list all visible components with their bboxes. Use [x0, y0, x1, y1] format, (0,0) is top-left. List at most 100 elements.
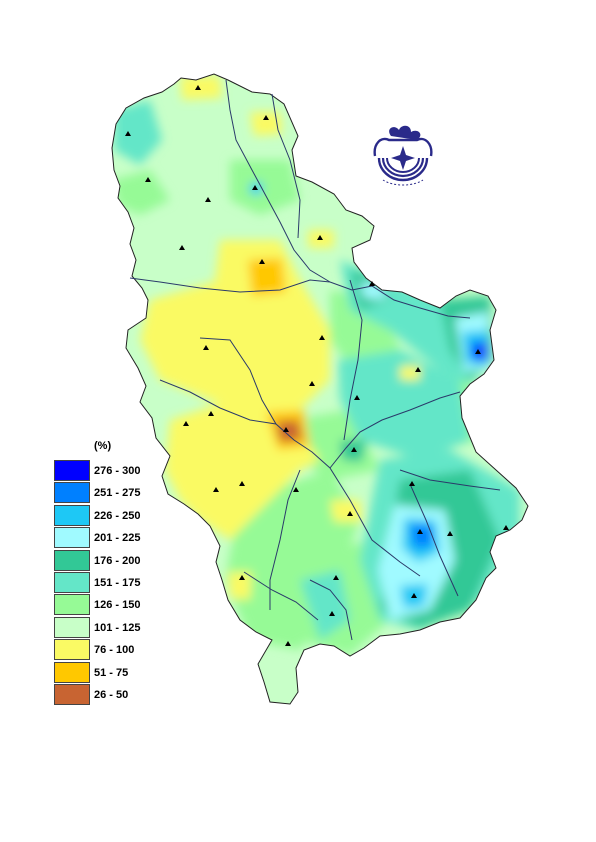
legend-swatch — [54, 684, 90, 705]
legend-label: 201 - 225 — [94, 532, 141, 545]
legend-label: 126 - 150 — [94, 599, 141, 612]
legend-item: 201 - 225 — [54, 527, 174, 549]
zone-76-100 — [400, 366, 420, 380]
legend-swatch — [54, 661, 90, 683]
legend-item: 151 - 175 — [54, 572, 174, 594]
station-marker — [411, 593, 417, 598]
zone-151-175 — [300, 570, 350, 640]
legend-item: 26 - 50 — [54, 684, 174, 706]
zone-251-275 — [410, 524, 432, 548]
station-marker — [417, 529, 423, 534]
station-marker — [203, 345, 209, 350]
station-marker — [205, 197, 211, 202]
legend-item: 226 - 250 — [54, 504, 174, 527]
zone-76-100 — [180, 76, 222, 100]
river — [199, 337, 421, 577]
zone-76-100 — [140, 280, 330, 420]
zone-126-150 — [112, 170, 170, 215]
station-marker — [415, 367, 421, 372]
station-marker — [259, 259, 265, 264]
station-marker — [252, 185, 258, 190]
station-marker — [293, 487, 299, 492]
station-marker — [239, 575, 245, 580]
legend-item: 251 - 275 — [54, 482, 174, 504]
station-marker — [447, 531, 453, 536]
river — [409, 483, 459, 597]
zone-26-50 — [276, 420, 302, 442]
station-marker — [125, 131, 131, 136]
station-marker — [145, 177, 151, 182]
river — [329, 391, 461, 469]
legend-item: 76 - 100 — [54, 639, 174, 661]
river — [225, 79, 331, 283]
institute-logo — [373, 125, 433, 186]
station-marker — [409, 481, 415, 486]
legend-title: (%) — [94, 440, 112, 452]
station-marker — [179, 245, 185, 250]
river — [399, 469, 501, 491]
legend-swatch — [54, 639, 90, 661]
station-marker — [213, 487, 219, 492]
legend-item: 176 - 200 — [54, 549, 174, 572]
legend-label: 26 - 50 — [94, 689, 129, 701]
zone-76-100 — [330, 500, 362, 522]
legend-item: 51 - 75 — [54, 661, 174, 684]
river — [343, 279, 363, 441]
station-marker — [503, 525, 509, 530]
station-marker — [329, 611, 335, 616]
zone-126-150 — [230, 160, 300, 215]
station-marker — [347, 511, 353, 516]
zone-276-300 — [474, 345, 486, 358]
zone-51-75 — [248, 258, 286, 296]
station-marker — [475, 349, 481, 354]
legend-label: 276 - 300 — [94, 465, 141, 477]
legend-item: 276 - 300 — [54, 460, 174, 482]
river — [129, 277, 331, 293]
river — [271, 93, 301, 239]
legend-label: 151 - 175 — [94, 577, 141, 589]
legend-swatch — [54, 527, 90, 549]
station-marker — [354, 395, 360, 400]
station-marker — [263, 115, 269, 120]
station-marker — [333, 575, 339, 580]
stations — [125, 85, 509, 646]
legend-swatch — [54, 460, 90, 481]
station-marker — [369, 281, 375, 286]
river — [243, 571, 319, 621]
legend-label: 101 - 125 — [94, 621, 141, 634]
river — [269, 469, 301, 610]
river — [329, 281, 471, 319]
legend-swatch — [54, 482, 90, 504]
river — [159, 379, 277, 425]
station-marker — [317, 235, 323, 240]
legend-label: 51 - 75 — [94, 666, 129, 679]
legend-swatch — [54, 549, 90, 571]
river — [309, 579, 353, 641]
legend-swatch — [54, 594, 90, 616]
legend-label: 251 - 275 — [94, 487, 141, 500]
station-marker — [208, 411, 214, 416]
station-marker — [309, 381, 315, 386]
legend-label: 226 - 250 — [94, 509, 141, 522]
station-marker — [285, 641, 291, 646]
station-marker — [195, 85, 201, 90]
legend-label: 76 - 100 — [94, 644, 135, 657]
legend-label: 176 - 200 — [94, 554, 141, 567]
legend-item: 126 - 150 — [54, 594, 174, 616]
station-marker — [351, 447, 357, 452]
legend-swatch — [54, 504, 90, 526]
zone-151-175 — [114, 100, 162, 165]
station-marker — [319, 335, 325, 340]
legend-swatch — [54, 572, 90, 593]
legend-swatch — [54, 616, 90, 638]
rivers — [129, 79, 501, 641]
station-marker — [183, 421, 189, 426]
zone-76-100 — [228, 572, 252, 600]
station-marker — [239, 481, 245, 486]
legend-item: 101 - 125 — [54, 616, 174, 639]
station-marker — [283, 427, 289, 432]
zone-151-175 — [338, 350, 470, 460]
zone-76-100 — [250, 112, 282, 136]
